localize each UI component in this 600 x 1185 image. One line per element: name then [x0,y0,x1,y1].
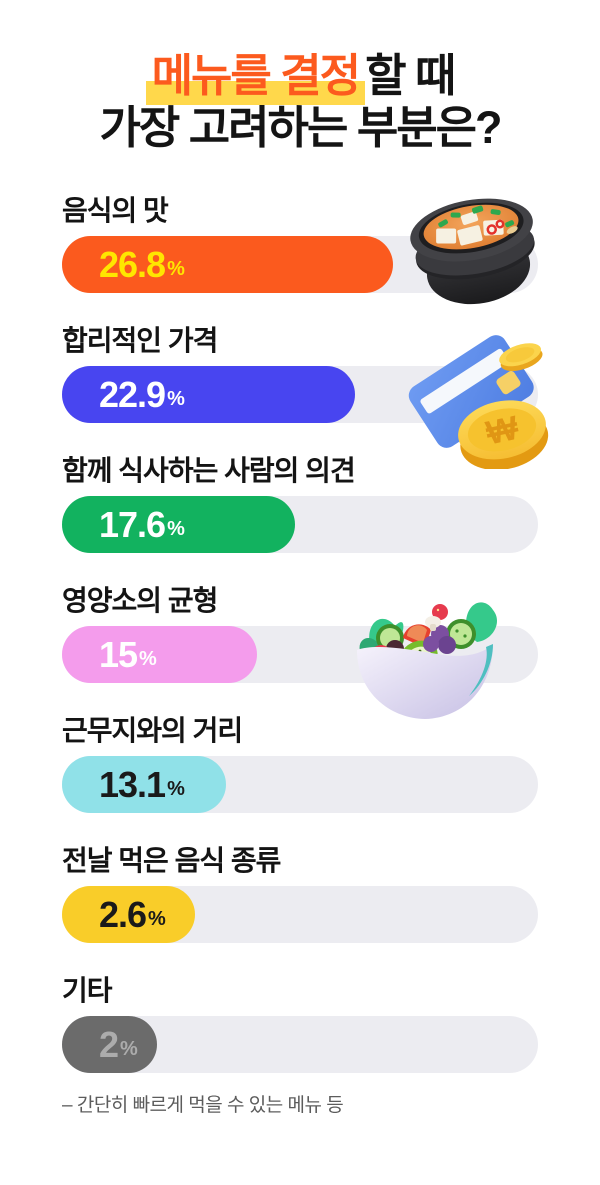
percent-sign: % [167,518,185,541]
bar-fill: 13.1 % [62,756,227,814]
bar-row-other: 기타 2 % – 간단히 빠르게 먹을 수 있는 메뉴 등 [62,974,538,1117]
bar-row-previous-food: 전날 먹은 음식 종류 2.6 % [62,844,538,944]
bar-label: 근무지와의 거리 [62,715,243,747]
bar-label: 기타 [62,975,113,1007]
bar-fill: 26.8 % [62,236,393,294]
percent-sign: % [120,1038,138,1061]
bar-value: 17.6 [99,503,166,545]
bar-track: 13.1 % [62,756,538,814]
title-line-1: 메뉴를 결정 할 때 [62,50,538,105]
bar-track: 2.6 % [62,886,538,944]
bar-track: 22.9 % [62,366,538,424]
bar-label: 합리적인 가격 [62,325,218,357]
percent-sign: % [148,908,166,931]
bar-fill: 22.9 % [62,366,355,424]
percent-sign: % [167,388,185,411]
bar-track: 26.8 % [62,236,538,294]
bar-value: 22.9 [99,373,166,415]
page-title: 메뉴를 결정 할 때 가장 고려하는 부분은? [62,50,538,154]
bar-fill: 17.6 % [62,496,296,554]
title-line1-rest: 할 때 [365,50,456,101]
bar-row-companions: 함께 식사하는 사람의 의견 17.6 % [62,454,538,554]
bar-value: 15 [99,633,138,675]
bar-row-price: 합리적인 가격 22.9 % [62,324,549,469]
bar-row-nutrition: 영양소의 균형 15 % [62,584,538,720]
bar-track: 2 % [62,1016,538,1074]
bar-value: 2.6 [99,893,147,935]
title-highlight: 메뉴를 결정 [145,50,366,105]
bar-row-taste: 음식의 맛 26.8 % [62,194,538,305]
footnote: – 간단히 빠르게 먹을 수 있는 메뉴 등 [62,1095,344,1117]
bar-label: 함께 식사하는 사람의 의견 [62,455,356,487]
bar-track: 17.6 % [62,496,538,554]
bar-fill: 15 % [62,626,258,684]
percent-sign: % [167,258,185,281]
bar-fill: 2 % [62,1016,158,1074]
bar-label: 전날 먹은 음식 종류 [62,845,281,877]
bar-value: 2 [99,1023,119,1065]
title-line-2: 가장 고려하는 부분은? [99,102,502,154]
bar-value: 26.8 [99,243,166,285]
percent-sign: % [139,648,157,671]
bar-label: 영양소의 균형 [62,585,218,617]
bar-row-distance: 근무지와의 거리 13.1 % [62,714,538,814]
bar-fill: 2.6 % [62,886,196,944]
percent-sign: % [167,778,185,801]
bar-track: 15 % [62,626,538,684]
bar-value: 13.1 [99,763,166,805]
bar-label: 음식의 맛 [62,195,169,227]
